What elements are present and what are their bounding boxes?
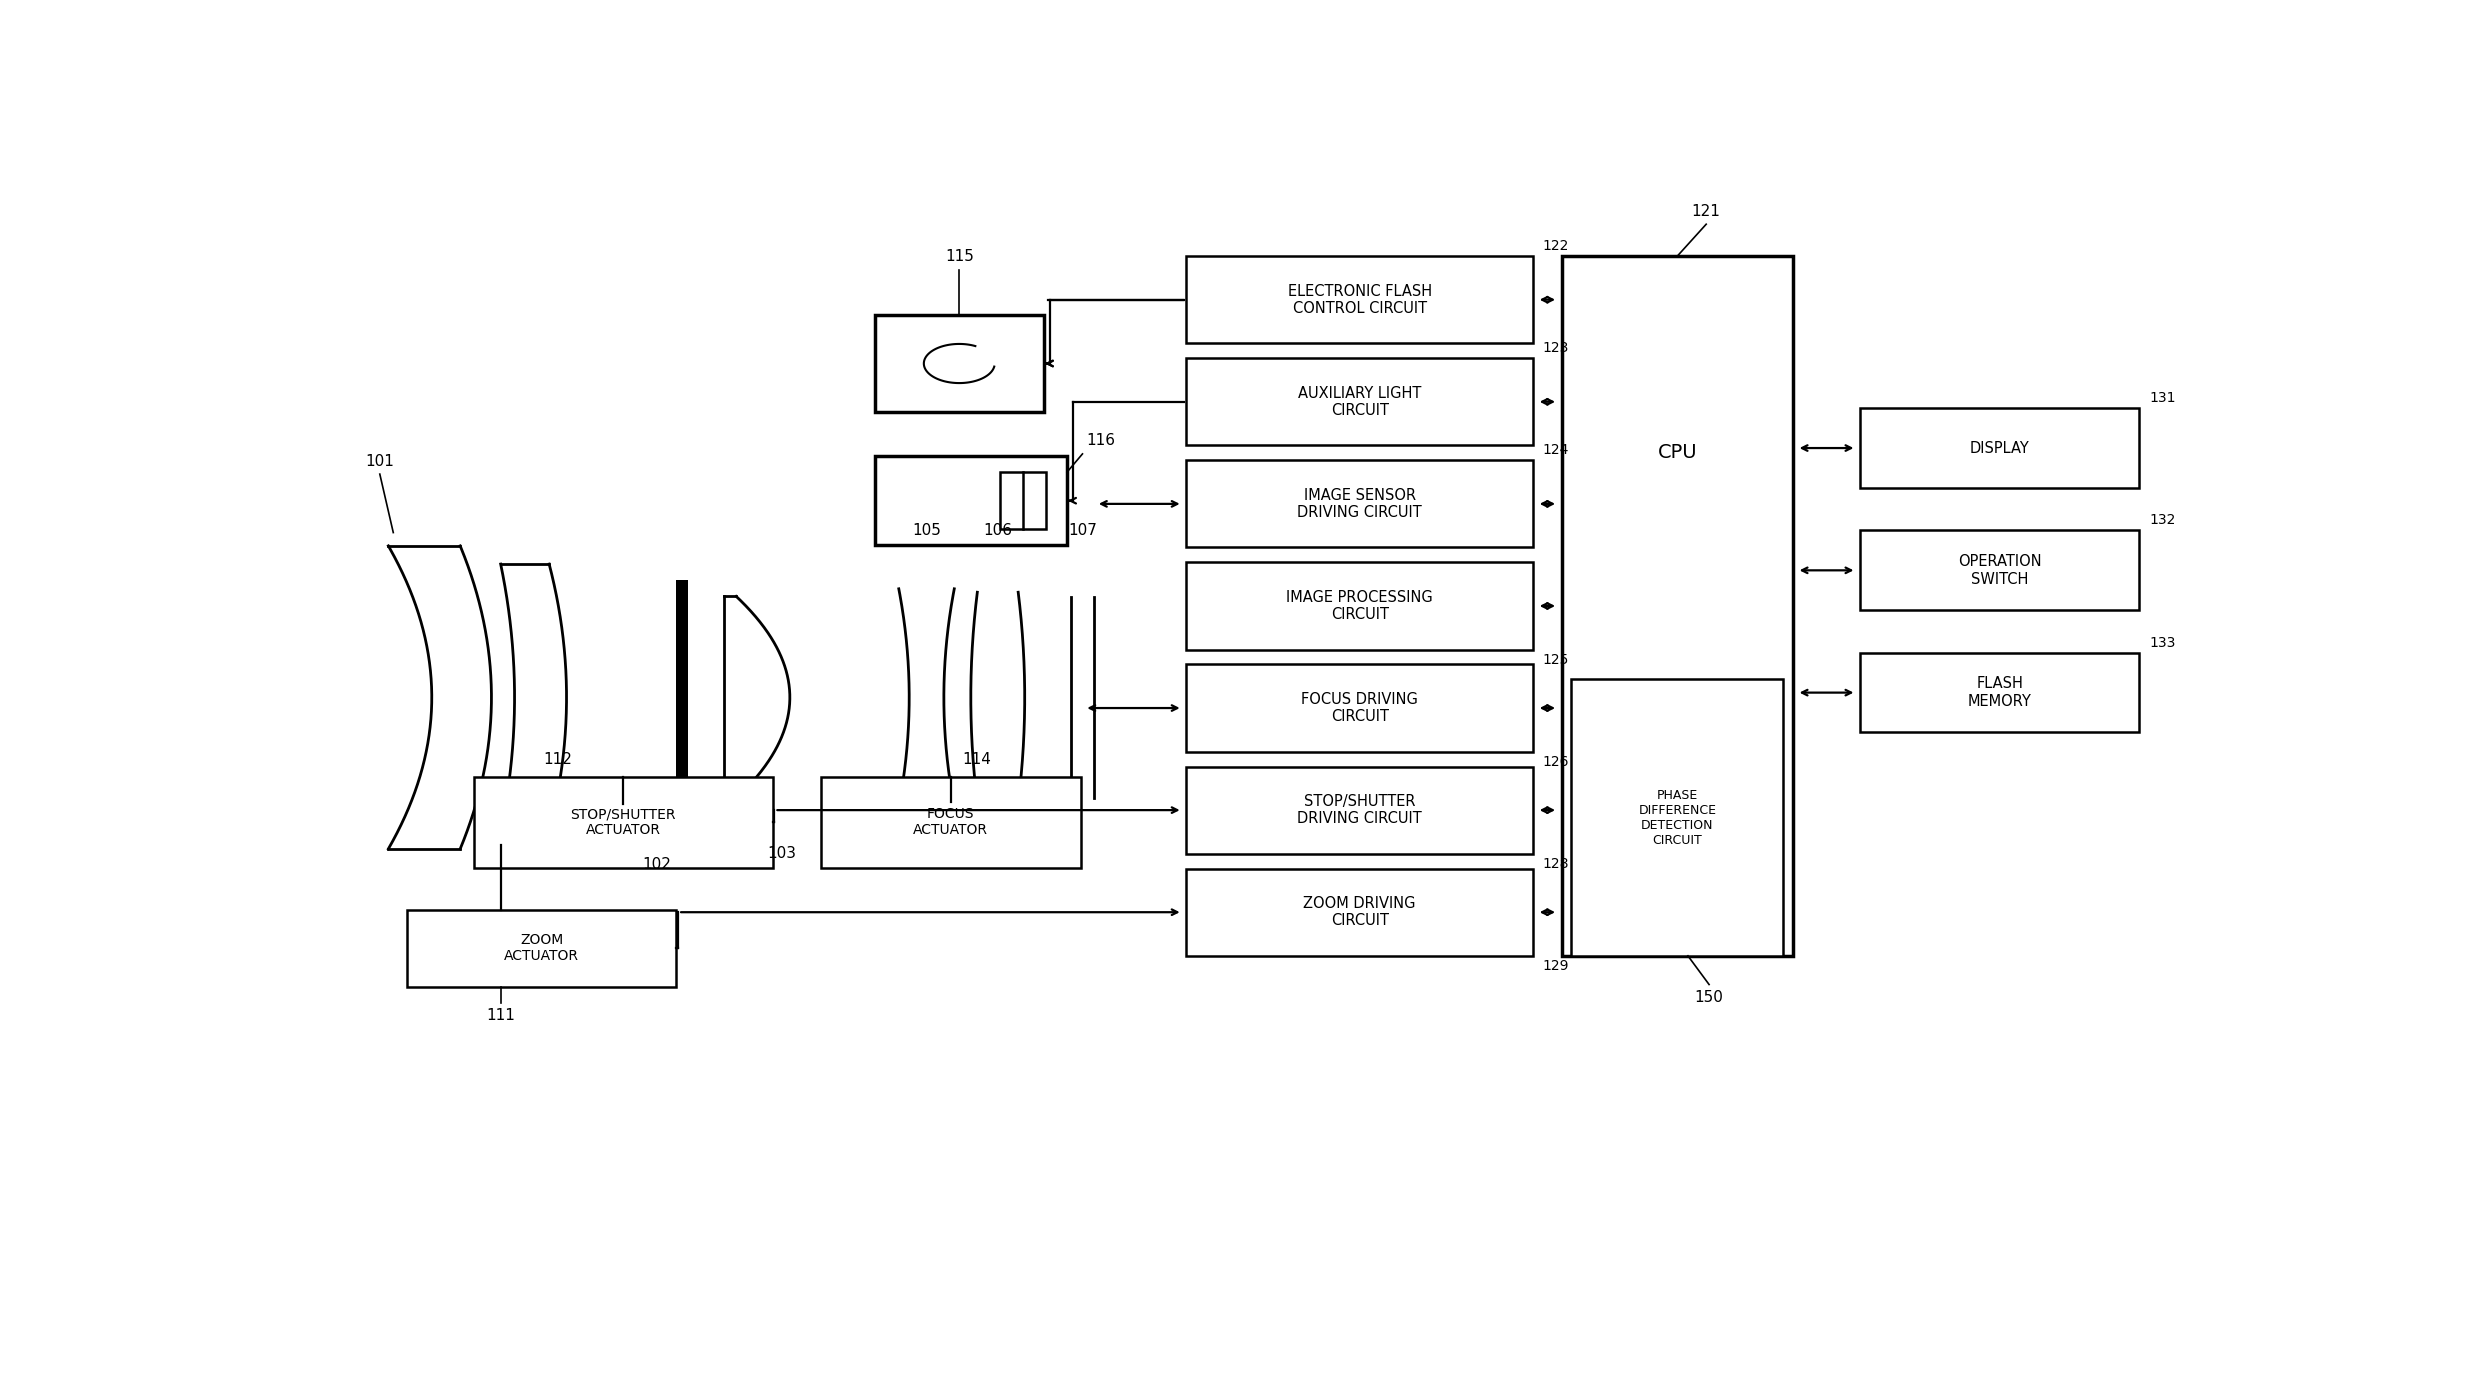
Text: IMAGE PROCESSING
CIRCUIT: IMAGE PROCESSING CIRCUIT (1287, 590, 1433, 623)
Text: PHASE
DIFFERENCE
DETECTION
CIRCUIT: PHASE DIFFERENCE DETECTION CIRCUIT (1639, 789, 1716, 847)
Bar (1861, 530, 2139, 610)
Text: 150: 150 (1694, 990, 1724, 1005)
Text: 103: 103 (768, 847, 797, 862)
Text: OPERATION
SWITCH: OPERATION SWITCH (1957, 554, 2042, 587)
Bar (874, 456, 1068, 545)
Text: 112: 112 (544, 751, 571, 766)
Text: AUXILIARY LIGHT
CIRCUIT: AUXILIARY LIGHT CIRCUIT (1299, 385, 1421, 418)
Bar (676, 580, 688, 815)
Text: 106: 106 (984, 523, 1013, 539)
Bar (1861, 653, 2139, 732)
Bar (1187, 255, 1533, 344)
Text: 122: 122 (1543, 239, 1570, 253)
Text: 114: 114 (961, 751, 991, 766)
Bar (1187, 460, 1533, 547)
Text: 129: 129 (1543, 958, 1570, 974)
Bar (407, 910, 676, 986)
Bar (820, 778, 1081, 867)
Text: FOCUS DRIVING
CIRCUIT: FOCUS DRIVING CIRCUIT (1302, 692, 1418, 724)
Text: 115: 115 (944, 249, 974, 264)
Text: 116: 116 (1086, 432, 1115, 447)
Bar (1187, 766, 1533, 853)
Text: 121: 121 (1692, 204, 1721, 220)
Text: 102: 102 (643, 856, 671, 871)
Text: FLASH
MEMORY: FLASH MEMORY (1967, 677, 2032, 708)
Bar (1187, 358, 1533, 446)
Text: 107: 107 (1068, 523, 1098, 539)
Text: 124: 124 (1543, 443, 1570, 457)
Bar (1562, 255, 1793, 956)
Text: STOP/SHUTTER
ACTUATOR: STOP/SHUTTER ACTUATOR (571, 808, 676, 837)
Text: 125: 125 (1543, 653, 1570, 667)
Text: 123: 123 (1543, 341, 1570, 355)
Text: CPU: CPU (1657, 442, 1697, 461)
Text: 101: 101 (365, 454, 395, 468)
Text: FOCUS
ACTUATOR: FOCUS ACTUATOR (914, 808, 989, 837)
Bar (474, 778, 773, 867)
Text: ELECTRONIC FLASH
CONTROL CIRCUIT: ELECTRONIC FLASH CONTROL CIRCUIT (1287, 283, 1431, 316)
Text: 126: 126 (1543, 755, 1570, 769)
Text: IMAGE SENSOR
DRIVING CIRCUIT: IMAGE SENSOR DRIVING CIRCUIT (1297, 487, 1421, 521)
Bar (999, 472, 1046, 529)
Text: 132: 132 (2149, 514, 2176, 528)
Text: 133: 133 (2149, 635, 2176, 649)
Text: STOP/SHUTTER
DRIVING CIRCUIT: STOP/SHUTTER DRIVING CIRCUIT (1297, 794, 1421, 826)
Text: DISPLAY: DISPLAY (1970, 441, 2029, 456)
Bar (1861, 409, 2139, 487)
Bar (1187, 562, 1533, 649)
Text: 111: 111 (487, 1008, 517, 1023)
Bar (1187, 664, 1533, 751)
Text: ZOOM DRIVING
CIRCUIT: ZOOM DRIVING CIRCUIT (1304, 896, 1416, 928)
Text: 105: 105 (912, 523, 941, 539)
Bar (1187, 869, 1533, 956)
Text: 128: 128 (1543, 856, 1570, 871)
Text: ZOOM
ACTUATOR: ZOOM ACTUATOR (504, 934, 579, 964)
Bar (1572, 679, 1784, 956)
Bar (874, 315, 1043, 413)
Text: 131: 131 (2149, 391, 2176, 405)
